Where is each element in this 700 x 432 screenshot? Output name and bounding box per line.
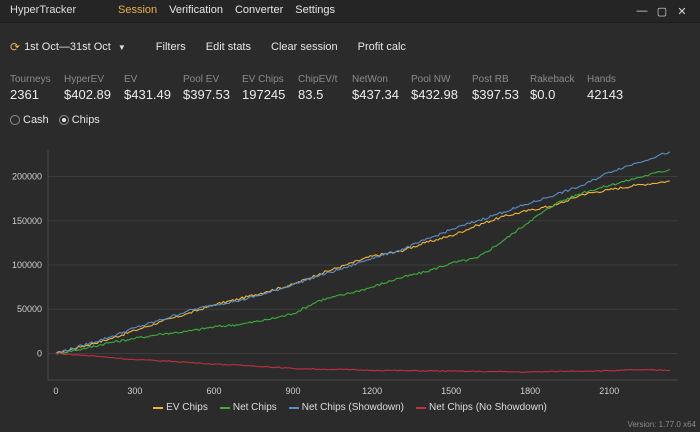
radio-chips-indicator [58, 115, 69, 125]
y-tick-label: 200000 [12, 172, 42, 182]
stat-label: Tourneys [10, 74, 51, 85]
legend-label: Net Chips [232, 402, 277, 413]
nav-settings[interactable]: Settings [295, 4, 335, 16]
legend-item[interactable]: Net Chips [219, 402, 277, 413]
session-toolbar: ⟳ 1st Oct—31st Oct ▼ Filters Edit stats … [10, 38, 426, 56]
legend-label: Net Chips (Showdown) [301, 402, 405, 413]
filters-button[interactable]: Filters [155, 41, 186, 53]
stat-pool-nw: Pool NW $432.98 [411, 74, 472, 102]
radio-chips-label: Chips [71, 114, 100, 126]
stat-netwon: NetWon $437.34 [352, 74, 411, 102]
legend-label: Net Chips (No Showdown) [429, 402, 547, 413]
stat-value: $431.49 [124, 87, 171, 102]
stat-value: $402.89 [64, 87, 111, 102]
y-tick-label: 0 [37, 348, 42, 358]
stat-pool-ev: Pool EV $397.53 [183, 74, 242, 102]
y-tick-label: 100000 [12, 260, 42, 270]
minimize-icon[interactable]: — [636, 5, 648, 17]
stat-label: Rakeback [530, 74, 575, 85]
x-tick-label: 1200 [362, 386, 382, 396]
maximize-icon[interactable]: ▢ [656, 5, 668, 18]
legend-swatch [153, 406, 164, 409]
y-tick-label: 50000 [17, 304, 42, 314]
stat-chipev-t: ChipEV/t 83.5 [298, 74, 352, 102]
stat-ev: EV $431.49 [124, 74, 183, 102]
stat-label: ChipEV/t [298, 74, 338, 85]
x-tick-label: 600 [206, 386, 221, 396]
series-line-net-chips-showdown [55, 151, 671, 355]
chart-legend: EV Chips Net Chips Net Chips (Showdown) Net… [0, 402, 700, 413]
stat-value: $437.34 [352, 87, 399, 102]
stat-label: Pool NW [411, 74, 451, 85]
stats-bar: Tourneys 2361 HyperEV $402.89 EV $431.49 Po… [10, 74, 637, 102]
main-nav: Session Verification Converter Settings [118, 4, 335, 16]
stat-value: 2361 [10, 87, 39, 102]
chips-chart: 0 50000 100000 150000 200000 0 300 600 900 1200 15… [12, 150, 678, 396]
close-icon[interactable]: ✕ [677, 5, 687, 18]
series-line-net-chips-no-showdown [55, 352, 670, 373]
date-range-label: 1st Oct—31st Oct [24, 41, 111, 53]
sync-icon: ⟳ [10, 40, 21, 54]
stat-tourneys: Tourneys 2361 [10, 74, 64, 102]
stat-label: Post RB [472, 74, 509, 85]
stat-rakeback: Rakeback $0.0 [530, 74, 587, 102]
date-range-selector[interactable]: ⟳ 1st Oct—31st Oct ▼ [10, 40, 126, 54]
y-tick-label: 150000 [12, 216, 42, 226]
app-title: HyperTracker [10, 4, 77, 16]
stat-hyperev: HyperEV $402.89 [64, 74, 124, 102]
x-tick-label: 300 [127, 386, 142, 396]
stat-post-rb: Post RB $397.53 [472, 74, 530, 102]
stat-label: EV Chips [242, 74, 284, 85]
radio-cash[interactable]: Cash [10, 114, 49, 126]
chevron-down-icon: ▼ [117, 42, 126, 52]
legend-label: EV Chips [166, 402, 208, 413]
x-tick-label: 2100 [599, 386, 619, 396]
legend-swatch [288, 406, 299, 409]
x-tick-label: 1800 [520, 386, 540, 396]
title-bar: HyperTracker Session Verification Conver… [0, 0, 700, 23]
stat-value: $0.0 [530, 87, 556, 102]
legend-item[interactable]: Net Chips (Showdown) [288, 402, 405, 413]
stat-hands: Hands 42143 [587, 74, 637, 102]
stat-value: $397.53 [472, 87, 519, 102]
stat-value: $397.53 [183, 87, 230, 102]
nav-verification[interactable]: Verification [169, 4, 223, 16]
legend-swatch [219, 406, 230, 409]
radio-cash-indicator [10, 115, 20, 125]
stat-label: Pool EV [183, 74, 220, 85]
stat-label: Hands [587, 74, 616, 85]
stat-value: 83.5 [298, 87, 324, 102]
x-tick-label: 0 [53, 386, 58, 396]
stat-label: NetWon [352, 74, 388, 85]
radio-chips[interactable]: Chips [58, 114, 100, 126]
stat-ev-chips: EV Chips 197245 [242, 74, 298, 102]
clear-session-button[interactable]: Clear session [271, 41, 338, 53]
edit-stats-button[interactable]: Edit stats [205, 41, 251, 53]
window-controls: — ▢ ✕ [632, 2, 692, 20]
legend-swatch [416, 406, 427, 409]
x-tick-label: 900 [286, 386, 301, 396]
stat-value: 197245 [242, 87, 286, 102]
stat-label: EV [124, 74, 138, 85]
legend-item[interactable]: Net Chips (No Showdown) [416, 402, 547, 413]
series-line-net-chips [55, 168, 671, 355]
radio-cash-label: Cash [23, 114, 49, 126]
legend-item[interactable]: EV Chips [153, 402, 208, 413]
stat-value: $432.98 [411, 87, 458, 102]
x-tick-label: 1500 [441, 386, 461, 396]
series-line-ev-chips [55, 180, 670, 354]
nav-session[interactable]: Session [118, 4, 158, 16]
mode-selector: Cash Chips [10, 114, 100, 126]
stat-label: HyperEV [64, 74, 105, 85]
nav-converter[interactable]: Converter [234, 4, 284, 16]
version-label: Version: 1.77.0 x64 [627, 420, 697, 429]
profit-calc-button[interactable]: Profit calc [357, 41, 406, 53]
stat-value: 42143 [587, 87, 624, 102]
